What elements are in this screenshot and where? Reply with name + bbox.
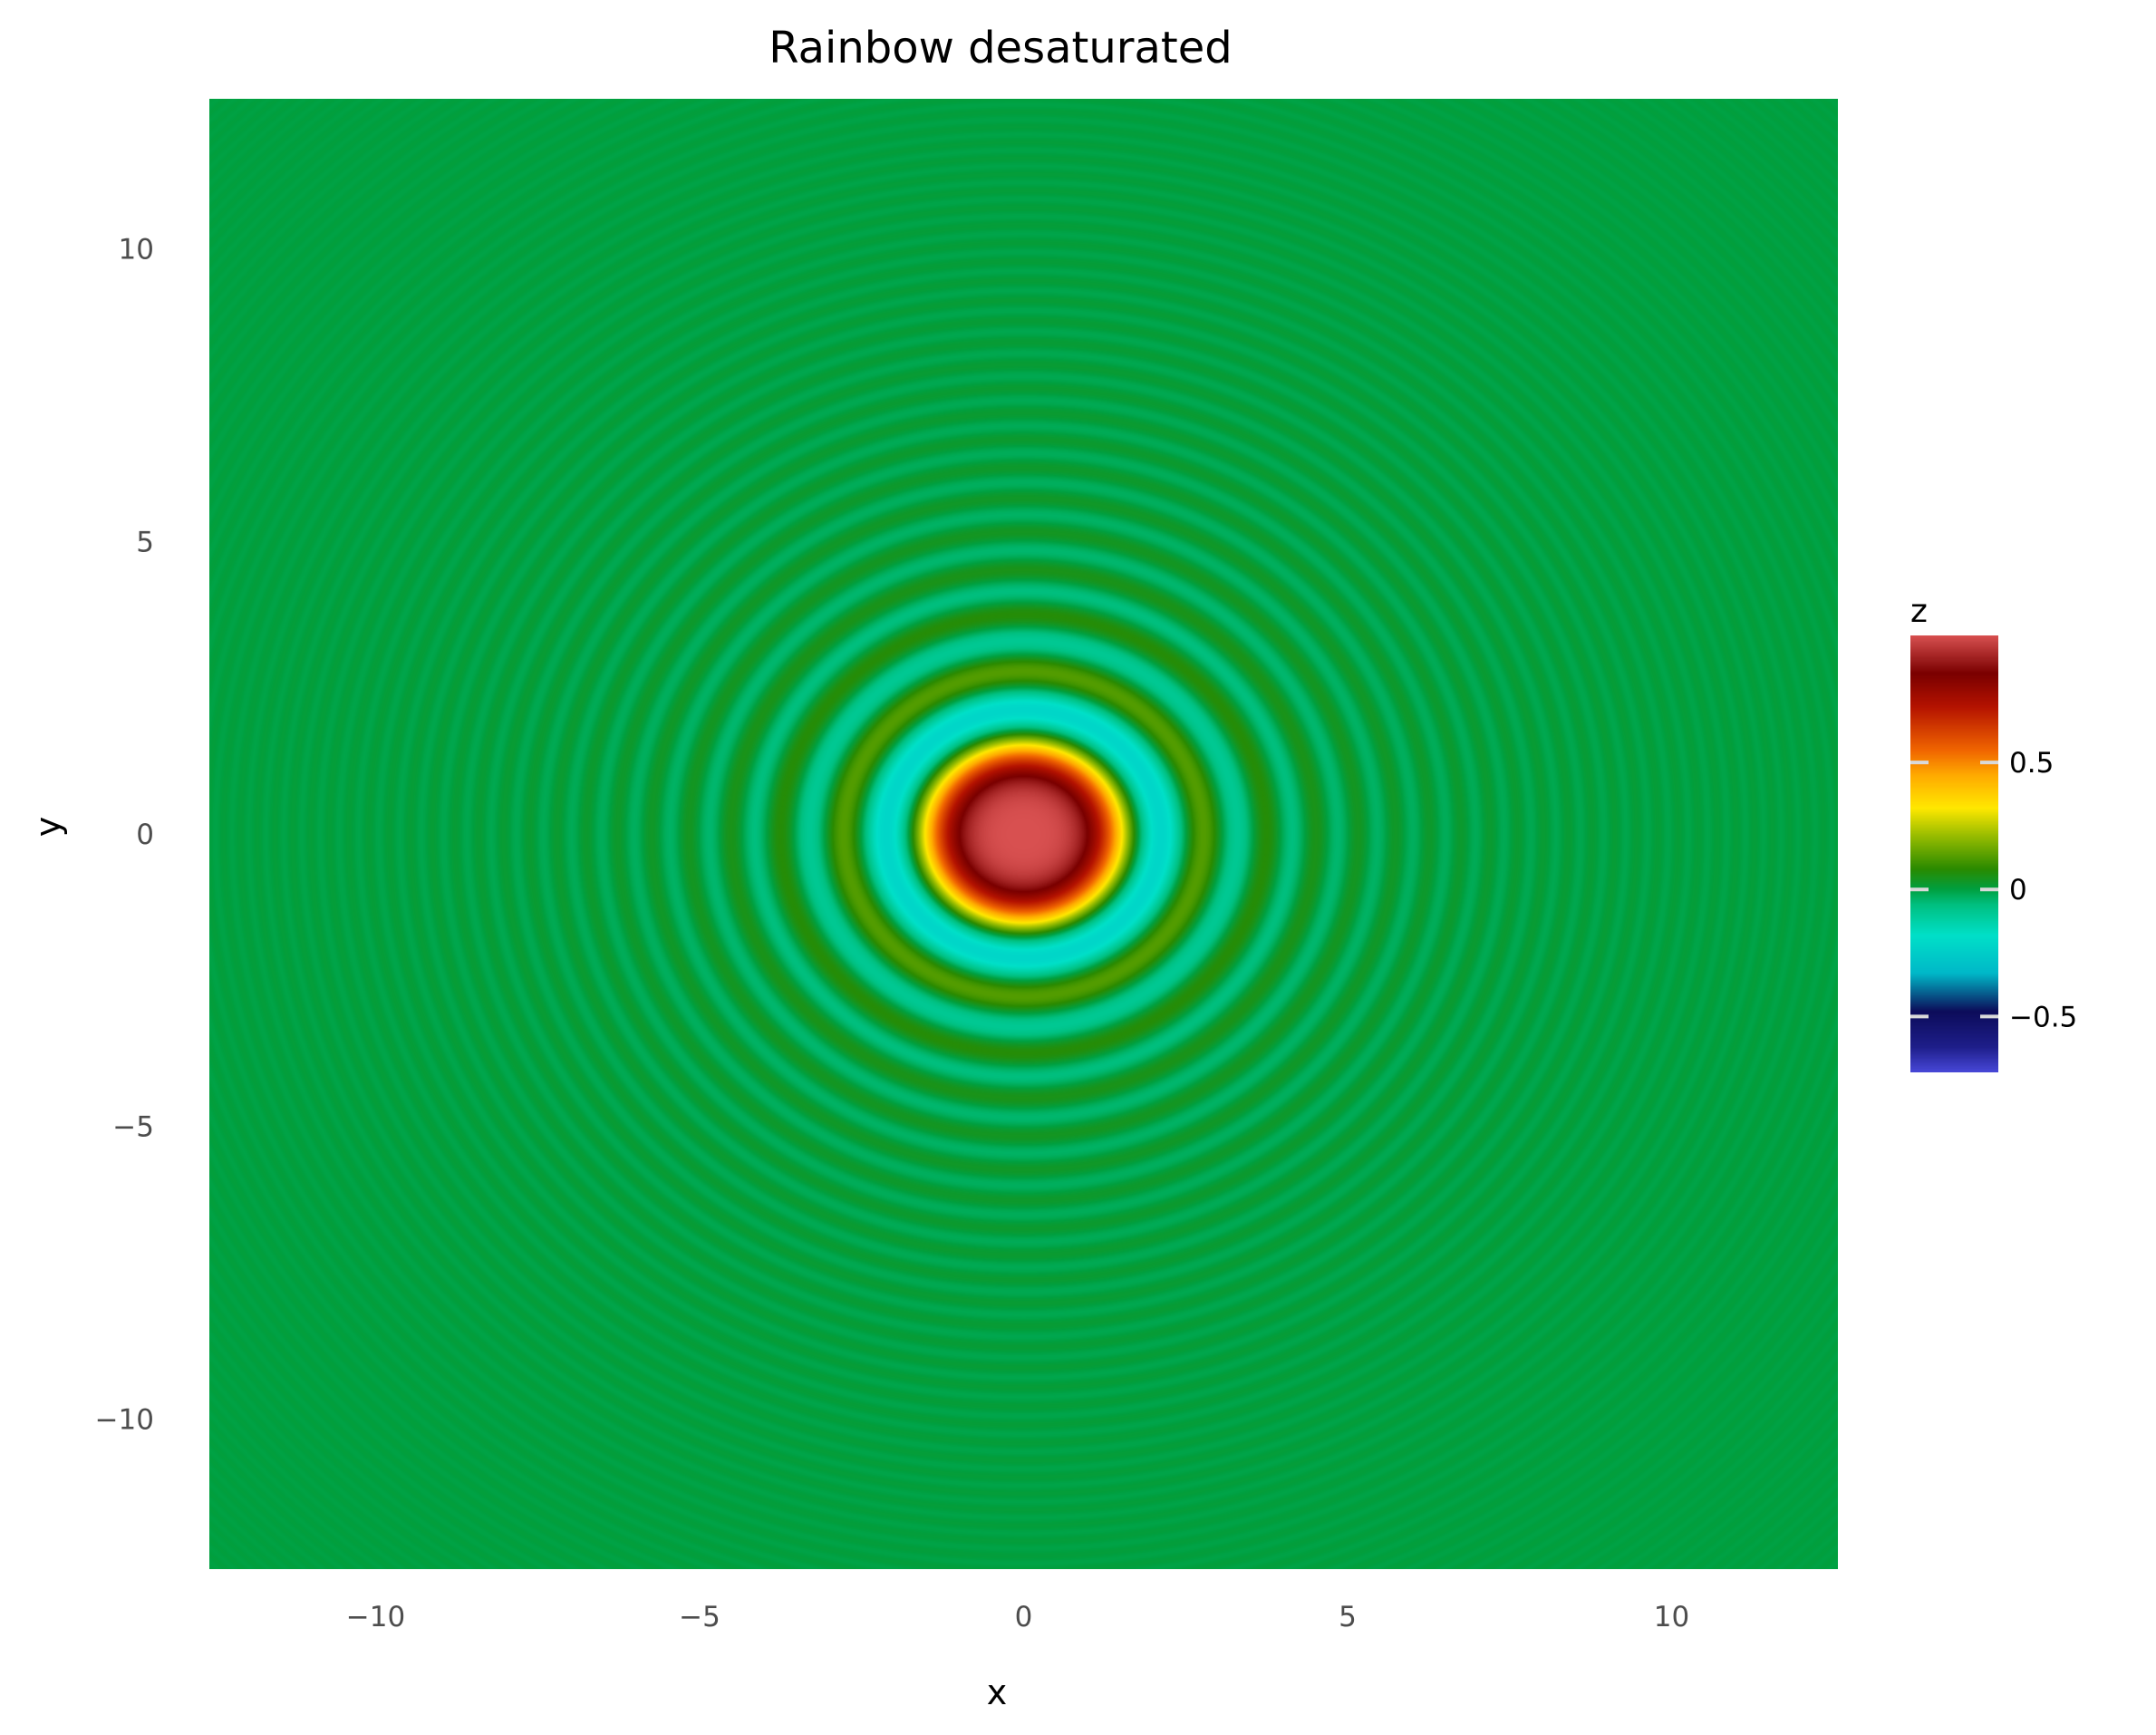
chart-title: Rainbow desaturated xyxy=(769,23,1232,73)
x-tick-label: 0 xyxy=(1015,1601,1033,1633)
x-tick-label: −5 xyxy=(679,1601,720,1633)
colorbar-tick-label: 0.5 xyxy=(2009,747,2054,780)
colorbar-tick-label: 0 xyxy=(2009,874,2027,906)
y-axis-label: y xyxy=(28,817,68,838)
x-axis: −10 −5 0 5 10 xyxy=(346,1601,1689,1633)
colorbar-tick-label: −0.5 xyxy=(2009,1001,2077,1033)
legend: z 0.5 0 −0.5 xyxy=(1910,593,2077,1072)
colorbar-ticks: 0.5 0 −0.5 xyxy=(1910,747,2077,1033)
y-tick-label: 10 xyxy=(119,234,154,267)
legend-title: z xyxy=(1910,593,1928,630)
heatmap-surface xyxy=(209,99,1838,1569)
y-axis: 10 5 0 −5 −10 xyxy=(95,234,154,1437)
x-tick-label: 10 xyxy=(1654,1601,1689,1633)
x-axis-label: x xyxy=(987,1672,1008,1712)
y-tick-label: 0 xyxy=(136,819,154,851)
colorbar-canvas xyxy=(1910,635,1998,1072)
y-tick-label: −5 xyxy=(112,1111,154,1144)
colorbar xyxy=(1910,635,1998,1072)
x-tick-label: −10 xyxy=(346,1601,405,1633)
y-tick-label: −10 xyxy=(95,1403,154,1436)
y-tick-label: 5 xyxy=(136,526,154,558)
plot-area xyxy=(209,99,1838,1569)
heatmap-canvas xyxy=(209,99,1838,1569)
x-tick-label: 5 xyxy=(1339,1601,1357,1633)
